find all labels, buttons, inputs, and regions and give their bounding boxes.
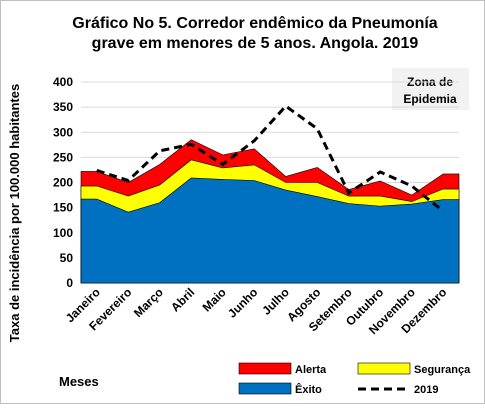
y-axis-ticks: 0 50 100 150 200 250 300 350 400 xyxy=(53,75,73,290)
y-tick-label: 150 xyxy=(53,201,73,215)
line-series xyxy=(96,104,445,213)
area-series xyxy=(80,139,460,284)
legend-label: Segurança xyxy=(414,364,471,376)
epidemic-zone-box xyxy=(392,68,469,110)
epidemic-zone-label-line2: Epidemia xyxy=(403,92,457,106)
y-tick-label: 350 xyxy=(53,100,73,114)
legend-label: Êxito xyxy=(295,383,322,396)
legend-label: 2019 xyxy=(414,384,438,396)
chart-title-line2: grave em menores de 5 anos. Angola. 2019 xyxy=(92,35,419,52)
legend-swatch-alerta xyxy=(238,362,292,375)
x-tick-label: Março xyxy=(131,285,166,320)
y-tick-label: 200 xyxy=(53,176,73,190)
y-tick-label: 250 xyxy=(53,150,73,164)
y-tick-label: 0 xyxy=(66,276,73,290)
line-2019 xyxy=(96,104,445,213)
y-axis-label: Taxa de incidência por 100.000 habitante… xyxy=(7,84,22,342)
y-tick-label: 400 xyxy=(53,75,73,89)
chart-title-line1: Gráfico No 5. Corredor endêmico da Pneum… xyxy=(72,15,438,32)
y-tick-label: 50 xyxy=(60,251,74,265)
legend-swatch-êxito xyxy=(238,382,292,395)
x-tick-label: Junho xyxy=(225,285,260,320)
x-axis-label: Meses xyxy=(59,374,99,389)
y-tick-label: 300 xyxy=(53,125,73,139)
area-êxito xyxy=(80,177,460,284)
legend: Alerta Segurança Êxito 2019 xyxy=(238,362,471,396)
legend-swatch-segurança xyxy=(357,362,411,375)
legend-label: Alerta xyxy=(295,364,327,376)
x-tick-label: Abril xyxy=(168,285,197,314)
y-tick-label: 100 xyxy=(53,226,73,240)
